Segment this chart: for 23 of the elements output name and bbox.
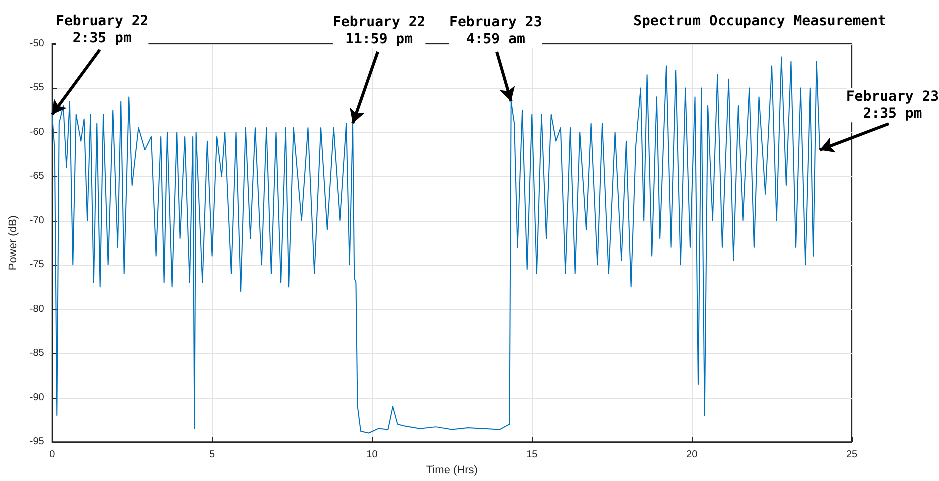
y-tick-label: -95 bbox=[30, 436, 45, 448]
y-tick-label: -75 bbox=[30, 260, 45, 271]
y-tick-label: -70 bbox=[30, 215, 45, 226]
x-tick-label: 15 bbox=[526, 450, 538, 461]
y-tick-label: -65 bbox=[30, 171, 45, 182]
x-tick-label: 10 bbox=[366, 450, 378, 461]
annotation: February 22 2:35 pm bbox=[56, 13, 149, 46]
chart-title: Spectrum Occupancy Measurement bbox=[634, 14, 886, 30]
x-tick-label: 5 bbox=[210, 450, 216, 461]
annotation: February 23 4:59 am bbox=[450, 14, 542, 48]
y-tick-label: -80 bbox=[30, 304, 45, 315]
x-tick-label: 20 bbox=[686, 450, 698, 461]
y-axis-title: Power (dB) bbox=[8, 216, 20, 271]
x-axis-title: Time (Hrs) bbox=[426, 464, 478, 476]
y-tick-label: -55 bbox=[30, 82, 45, 94]
annotation: February 23 2:35 pm bbox=[846, 89, 939, 122]
y-tick-label: -90 bbox=[30, 392, 45, 404]
x-tick-label: 0 bbox=[50, 450, 56, 461]
y-tick-label: -50 bbox=[30, 38, 45, 50]
y-tick-label: -85 bbox=[30, 348, 45, 360]
annotation: February 22 11:59 pm bbox=[332, 14, 426, 48]
x-tick-label: 25 bbox=[846, 450, 858, 461]
y-tick-label: -60 bbox=[30, 126, 45, 138]
